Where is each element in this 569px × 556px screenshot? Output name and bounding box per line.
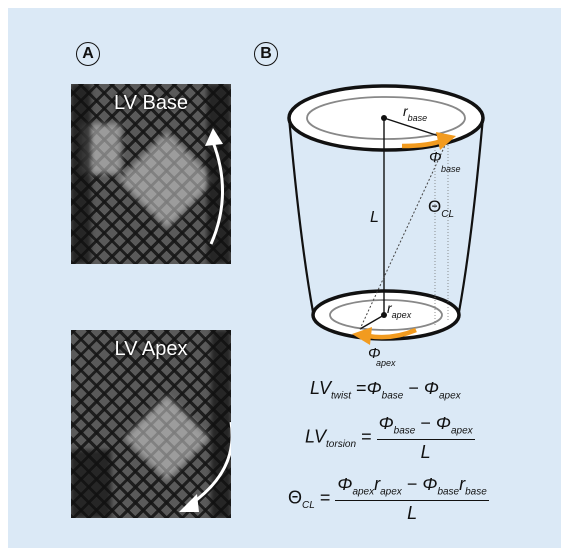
theta-cl-label: ΘCL bbox=[428, 197, 454, 220]
length-label: L bbox=[370, 209, 379, 226]
twist-formula: LVtwist =Φbase − Φapex bbox=[310, 378, 461, 402]
lv-apex-title: LV Apex bbox=[114, 338, 188, 360]
torsion-formula: LVtorsion = Φbase − Φapex L bbox=[305, 413, 475, 462]
phi-base-label: Φ bbox=[429, 149, 442, 166]
r-base-label: rbase bbox=[403, 103, 427, 123]
lv-base-title: LV Base bbox=[113, 92, 189, 114]
phi-apex-sub: apex bbox=[376, 358, 396, 368]
theta-cl-formula: ΘCL = Φapexrapex − Φbaserbase L bbox=[288, 474, 489, 523]
rotation-arrow-icon bbox=[179, 422, 231, 512]
panel-b-label: B bbox=[254, 42, 278, 66]
lv-apex-image: LV Apex bbox=[71, 330, 231, 518]
phi-base-sub: base bbox=[441, 164, 461, 174]
rotation-arrow-icon bbox=[205, 128, 225, 245]
lv-base-image: LV Base bbox=[71, 84, 231, 264]
r-apex-label: rapex bbox=[387, 300, 412, 320]
phi-apex-label: Φ bbox=[368, 345, 381, 362]
panel-a-label: A bbox=[76, 42, 100, 66]
